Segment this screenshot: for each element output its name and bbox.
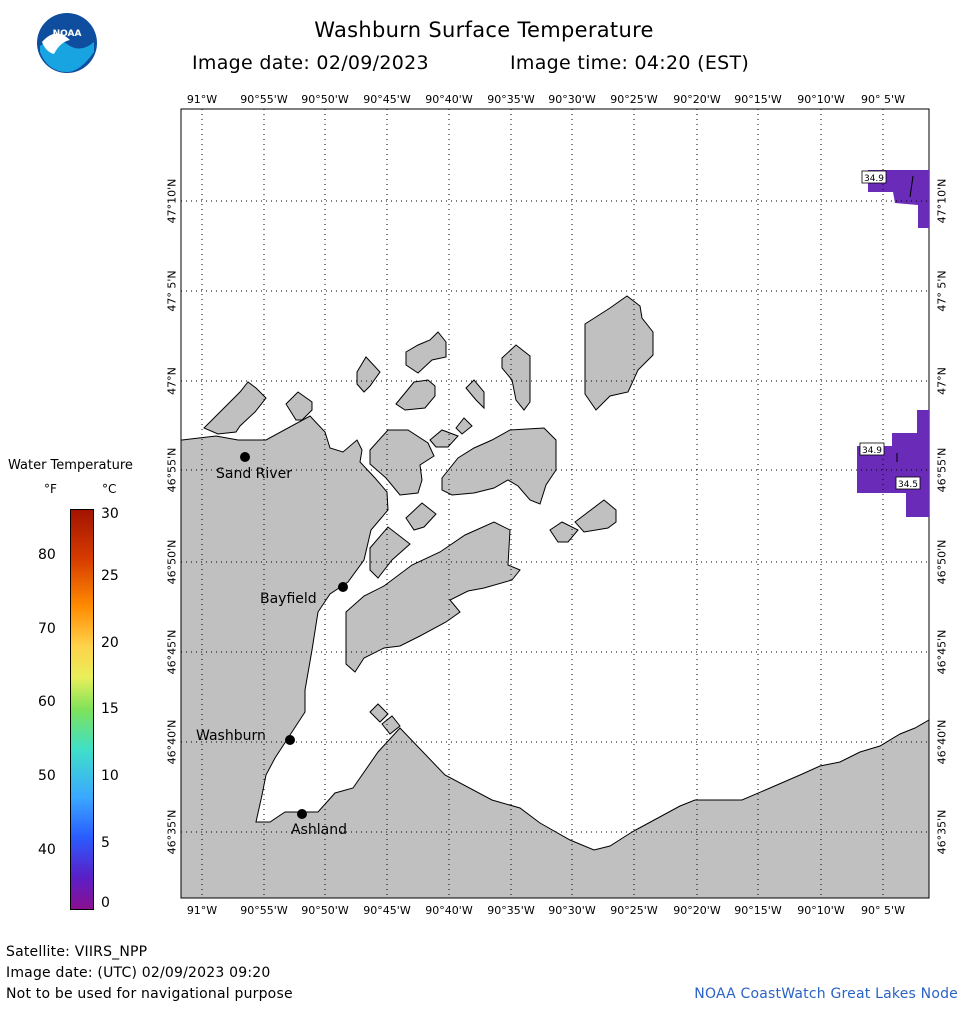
lon-label-bottom: 90°10'W <box>797 904 845 917</box>
lon-label-top: 90° 5'W <box>861 93 905 106</box>
unit-celsius: °C <box>102 482 117 496</box>
lon-label-top: 90°10'W <box>797 93 845 106</box>
legend-tick-f: 60 <box>38 694 56 710</box>
lon-label-bottom: 90°40'W <box>425 904 473 917</box>
lon-label-top: 90°40'W <box>425 93 473 106</box>
lon-label-top: 90°30'W <box>548 93 596 106</box>
island <box>465 379 485 410</box>
legend-tick-c: 15 <box>101 701 119 717</box>
island <box>369 703 389 723</box>
disclaimer: Not to be used for navigational purpose <box>6 986 293 1002</box>
temp-label: 34.9 <box>862 446 882 456</box>
city-marker <box>297 809 307 819</box>
island <box>549 521 579 543</box>
lon-label-top: 90°50'W <box>301 93 349 106</box>
island <box>345 521 521 673</box>
city-marker <box>240 452 250 462</box>
city-label: Washburn <box>196 728 266 744</box>
lon-label-top: 90°15'W <box>734 93 782 106</box>
mainland <box>180 415 930 899</box>
unit-fahrenheit: °F <box>44 482 57 496</box>
legend-tick-f: 80 <box>38 547 56 563</box>
legend-colorbar <box>70 509 94 910</box>
utc-date: Image date: (UTC) 02/09/2023 09:20 <box>6 965 271 981</box>
island <box>203 381 267 435</box>
legend-tick-f: 40 <box>38 842 56 858</box>
lon-label-bottom: 91°W <box>186 904 218 917</box>
lon-label-bottom: 90°30'W <box>548 904 596 917</box>
city-marker <box>285 735 295 745</box>
island <box>501 344 531 411</box>
legend-tick-c: 30 <box>101 506 119 522</box>
noaa-logo: NOAA <box>36 12 98 78</box>
island <box>369 526 411 579</box>
lon-label-bottom: 90°25'W <box>610 904 658 917</box>
lon-label-top: 91°W <box>186 93 218 106</box>
lon-label-bottom: 90°50'W <box>301 904 349 917</box>
lon-label-bottom: 90°55'W <box>240 904 288 917</box>
temp-patch <box>857 410 929 517</box>
map-title: Washburn Surface Temperature <box>314 18 654 42</box>
island <box>455 417 473 435</box>
credit-link[interactable]: NOAA CoastWatch Great Lakes Node <box>694 986 958 1002</box>
lon-label-bottom: 90°20'W <box>673 904 721 917</box>
legend-tick-c: 0 <box>101 895 110 911</box>
lon-label-bottom: 90° 5'W <box>861 904 905 917</box>
lon-label-top: 90°55'W <box>240 93 288 106</box>
legend-tick-c: 10 <box>101 768 119 784</box>
legend-tick-c: 5 <box>101 835 110 851</box>
temp-label: 34.9 <box>864 174 884 184</box>
legend-title: Water Temperature <box>8 458 133 473</box>
city-label: Bayfield <box>260 591 317 607</box>
lon-label-top: 90°45'W <box>363 93 411 106</box>
island <box>356 356 381 393</box>
legend-tick-c: 25 <box>101 568 119 584</box>
island <box>405 502 437 531</box>
island <box>405 331 447 374</box>
island <box>441 427 557 505</box>
image-date: Image date: 02/09/2023 <box>192 52 429 74</box>
city-marker <box>338 582 348 592</box>
isotherm-line <box>909 175 914 198</box>
lon-label-top: 90°35'W <box>487 93 535 106</box>
legend-tick-f: 70 <box>38 621 56 637</box>
lon-label-bottom: 90°45'W <box>363 904 411 917</box>
lon-label-top: 90°25'W <box>610 93 658 106</box>
island <box>369 429 435 496</box>
city-label: Sand River <box>216 466 292 482</box>
temp-label: 34.5 <box>898 480 918 490</box>
island <box>574 499 617 533</box>
island <box>285 391 313 421</box>
legend-tick-c: 20 <box>101 635 119 651</box>
city-label: Ashland <box>291 822 347 838</box>
lon-label-top: 90°20'W <box>673 93 721 106</box>
image-time: Image time: 04:20 (EST) <box>510 52 750 74</box>
island <box>429 429 459 448</box>
island <box>395 379 436 411</box>
legend-tick-f: 50 <box>38 768 56 784</box>
satellite-info: Satellite: VIIRS_NPP <box>6 944 148 960</box>
noaa-logo-text: NOAA <box>53 29 82 39</box>
lon-label-bottom: 90°15'W <box>734 904 782 917</box>
land <box>180 295 930 899</box>
lon-label-bottom: 90°35'W <box>487 904 535 917</box>
